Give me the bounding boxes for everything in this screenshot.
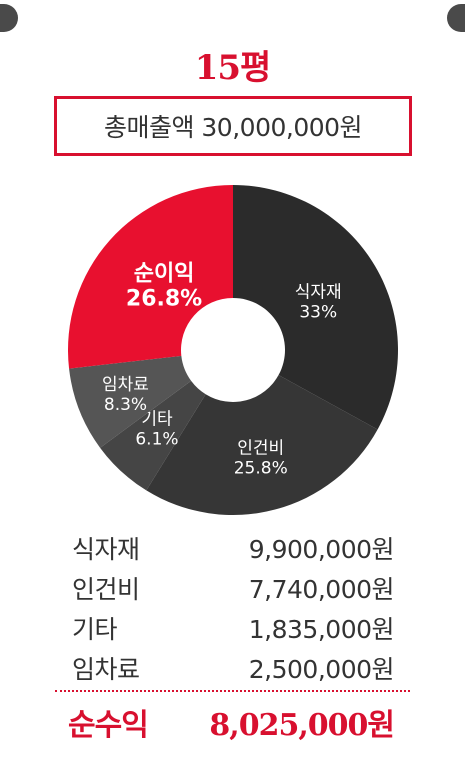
expense-label: 식자재 bbox=[72, 535, 140, 564]
expense-label: 기타 bbox=[72, 615, 118, 644]
slice-percent-label: 6.1% bbox=[135, 430, 178, 450]
slice-label: 식자재 bbox=[295, 283, 342, 303]
slice-label: 순이익 bbox=[134, 261, 195, 286]
expense-row: 임차료 2,500,000원 bbox=[72, 648, 395, 688]
slice-percent-label: 25.8% bbox=[234, 458, 288, 478]
net-profit-row: 순수익 8,025,000원 bbox=[68, 700, 395, 744]
slice-label: 기타 bbox=[141, 410, 173, 430]
expense-row: 식자재 9,900,000원 bbox=[72, 528, 395, 568]
total-sales-label: 총매출액 30,000,000원 bbox=[103, 113, 363, 142]
slice-percent-label: 26.8% bbox=[126, 286, 202, 311]
slice-label: 임차료 bbox=[102, 375, 149, 395]
expense-amount: 9,900,000원 bbox=[248, 535, 395, 564]
expense-row: 기타 1,835,000원 bbox=[72, 608, 395, 648]
expense-row: 인건비 7,740,000원 bbox=[72, 568, 395, 608]
expense-amount: 1,835,000원 bbox=[248, 615, 395, 644]
slice-percent-label: 8.3% bbox=[104, 395, 147, 415]
slice-label: 인건비 bbox=[237, 438, 284, 458]
total-sales-box: 총매출액 30,000,000원 bbox=[54, 96, 412, 156]
page-title: 15평 bbox=[194, 48, 272, 88]
donut-slice bbox=[146, 375, 378, 515]
slice-percent-label: 33% bbox=[299, 303, 337, 323]
donut-slice bbox=[68, 185, 233, 369]
expense-label: 인건비 bbox=[72, 575, 140, 604]
donut-slice bbox=[69, 355, 192, 448]
donut-slice bbox=[100, 380, 206, 491]
expense-amount: 2,500,000원 bbox=[248, 655, 395, 684]
net-profit-amount: 8,025,000원 bbox=[209, 708, 395, 743]
net-profit-label: 순수익 bbox=[68, 708, 149, 743]
donut-chart: 식자재 33% 인건비 25.8% 기타 6.1% 임차료 8.3% 순이익 26.8% bbox=[62, 185, 404, 515]
left-corner-tab bbox=[0, 4, 18, 32]
donut-slice bbox=[233, 185, 398, 430]
expense-amount: 7,740,000원 bbox=[248, 575, 395, 604]
expense-list: 식자재 9,900,000원 인건비 7,740,000원 기타 1,835,0… bbox=[72, 528, 395, 688]
right-corner-tab bbox=[447, 4, 465, 32]
expense-label: 임차료 bbox=[72, 655, 140, 684]
dotted-divider bbox=[55, 690, 410, 692]
